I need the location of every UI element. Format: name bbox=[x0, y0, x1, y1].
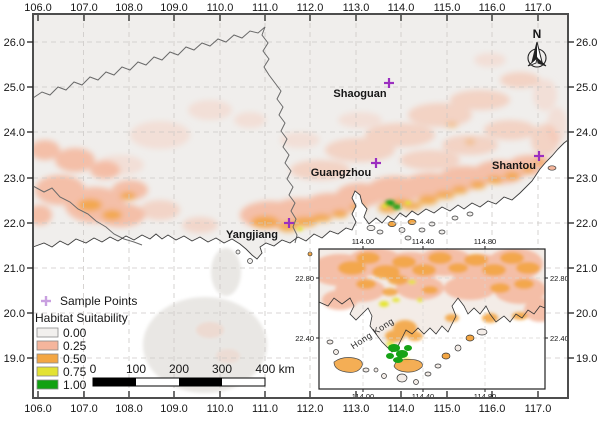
inset-xtick-top-0: 114.00 bbox=[352, 237, 374, 246]
sample-point-shaoguan bbox=[384, 78, 394, 88]
x-axis-labels-bottom: 106.0 107.0 108.0 109.0 110.0 111.0 112.… bbox=[24, 403, 551, 415]
svg-text:107.0: 107.0 bbox=[70, 403, 98, 415]
legend-swatch-3 bbox=[36, 366, 59, 377]
north-label: N bbox=[533, 27, 542, 41]
svg-text:115.0: 115.0 bbox=[434, 2, 461, 14]
legend-label-0: 0.00 bbox=[63, 326, 87, 340]
scale-label-0: 0 bbox=[90, 362, 97, 376]
y-axis-labels-left: 26.0 25.0 24.0 23.0 22.0 21.0 20.0 19.0 bbox=[4, 37, 25, 365]
inset-xtick-bottom-1: 114.40 bbox=[412, 392, 434, 401]
city-label-yangjiang: Yangjiang bbox=[226, 229, 278, 241]
svg-text:115.0: 115.0 bbox=[434, 403, 461, 415]
legend-swatch-4 bbox=[36, 379, 59, 390]
legend-swatch-1 bbox=[36, 340, 59, 351]
svg-text:26.0: 26.0 bbox=[576, 37, 597, 49]
svg-text:108.0: 108.0 bbox=[115, 2, 143, 14]
svg-text:106.0: 106.0 bbox=[24, 403, 52, 415]
x-axis-labels-top: 106.0 107.0 108.0 109.0 110.0 111.0 112.… bbox=[24, 2, 551, 14]
legend-label-1: 0.25 bbox=[63, 339, 87, 353]
scale-label-300: 300 bbox=[212, 362, 232, 376]
legend-title: Habitat Suitability bbox=[35, 311, 128, 325]
suitability-raster-detail bbox=[297, 200, 411, 231]
inset-xtick-bottom-0: 114.00 bbox=[352, 392, 374, 401]
svg-text:114.0: 114.0 bbox=[388, 403, 415, 415]
inset-ytick-right-0: 22.80 bbox=[550, 274, 569, 283]
islands bbox=[235, 165, 557, 264]
sample-point-yangjiang bbox=[284, 218, 294, 228]
svg-text:114.0: 114.0 bbox=[388, 2, 415, 14]
svg-text:116.0: 116.0 bbox=[479, 2, 506, 14]
city-label-shantou: Shantou bbox=[492, 160, 536, 172]
svg-text:25.0: 25.0 bbox=[576, 82, 597, 94]
svg-text:112.0: 112.0 bbox=[297, 403, 324, 415]
svg-text:110.0: 110.0 bbox=[207, 2, 234, 14]
legend-label-2: 0.50 bbox=[63, 352, 87, 366]
inset-ytick-left-1: 22.40 bbox=[295, 334, 314, 343]
svg-text:109.0: 109.0 bbox=[160, 403, 188, 415]
coastline bbox=[32, 139, 569, 260]
scale-label-100: 100 bbox=[126, 362, 146, 376]
svg-text:109.0: 109.0 bbox=[160, 2, 188, 14]
legend-sample-point-icon bbox=[41, 296, 51, 306]
svg-text:23.0: 23.0 bbox=[4, 173, 25, 185]
svg-text:117.0: 117.0 bbox=[525, 403, 552, 415]
svg-text:20.0: 20.0 bbox=[4, 308, 25, 320]
svg-text:21.0: 21.0 bbox=[4, 263, 25, 275]
border-spur bbox=[32, 185, 143, 246]
inset-xtick-bottom-2: 114.80 bbox=[474, 392, 496, 401]
scale-label-200: 200 bbox=[169, 362, 189, 376]
axis-ticks bbox=[27, 15, 574, 397]
svg-text:113.0: 113.0 bbox=[343, 403, 370, 415]
legend-swatch-2 bbox=[36, 353, 59, 364]
legend-label-4: 1.00 bbox=[63, 378, 87, 392]
inset-xtick-top-2: 114.80 bbox=[474, 237, 496, 246]
legend: Sample Points Habitat Suitability 0.00 0… bbox=[35, 294, 137, 392]
svg-text:19.0: 19.0 bbox=[4, 353, 25, 365]
legend-swatch-0 bbox=[36, 327, 59, 338]
y-axis-labels-right: 26.0 25.0 24.0 23.0 22.0 21.0 20.0 19.0 bbox=[576, 37, 597, 365]
svg-text:22.0: 22.0 bbox=[4, 218, 25, 230]
svg-text:111.0: 111.0 bbox=[252, 2, 278, 14]
svg-text:117.0: 117.0 bbox=[525, 2, 552, 14]
svg-text:108.0: 108.0 bbox=[115, 403, 143, 415]
scale-bar: 0 100 200 300 400 km bbox=[90, 362, 295, 387]
svg-text:19.0: 19.0 bbox=[576, 353, 597, 365]
map-frame bbox=[32, 13, 569, 399]
svg-text:113.0: 113.0 bbox=[343, 2, 370, 14]
svg-text:24.0: 24.0 bbox=[576, 127, 597, 139]
svg-text:24.0: 24.0 bbox=[4, 127, 25, 139]
sample-points bbox=[284, 78, 544, 228]
legend-sample-points-label: Sample Points bbox=[60, 294, 137, 308]
inset-xtick-top-1: 114.40 bbox=[412, 237, 434, 246]
sample-point-shantou bbox=[534, 151, 544, 161]
province-boundary bbox=[32, 26, 298, 244]
svg-text:25.0: 25.0 bbox=[4, 82, 25, 94]
city-label-guangzhou: Guangzhou bbox=[311, 167, 372, 179]
svg-text:107.0: 107.0 bbox=[70, 2, 98, 14]
svg-text:106.0: 106.0 bbox=[24, 2, 52, 14]
legend-label-3: 0.75 bbox=[63, 365, 87, 379]
svg-text:110.0: 110.0 bbox=[207, 403, 234, 415]
inset-map: Hong Kong 114.00 114.40 114.80 114.00 11… bbox=[295, 237, 569, 401]
scale-label-400km: 400 km bbox=[255, 362, 294, 376]
city-label-shaoguan: Shaoguan bbox=[333, 88, 386, 100]
svg-text:116.0: 116.0 bbox=[479, 403, 506, 415]
svg-text:112.0: 112.0 bbox=[297, 2, 324, 14]
north-arrow: N bbox=[527, 27, 547, 68]
svg-text:26.0: 26.0 bbox=[4, 37, 25, 49]
svg-text:21.0: 21.0 bbox=[576, 263, 597, 275]
svg-text:22.0: 22.0 bbox=[576, 218, 597, 230]
svg-text:20.0: 20.0 bbox=[576, 308, 597, 320]
inset-ytick-left-0: 22.80 bbox=[295, 274, 314, 283]
inset-ytick-right-1: 22.40 bbox=[550, 334, 569, 343]
svg-text:23.0: 23.0 bbox=[576, 173, 597, 185]
svg-text:111.0: 111.0 bbox=[252, 403, 278, 415]
sample-point-guangzhou bbox=[371, 158, 381, 168]
